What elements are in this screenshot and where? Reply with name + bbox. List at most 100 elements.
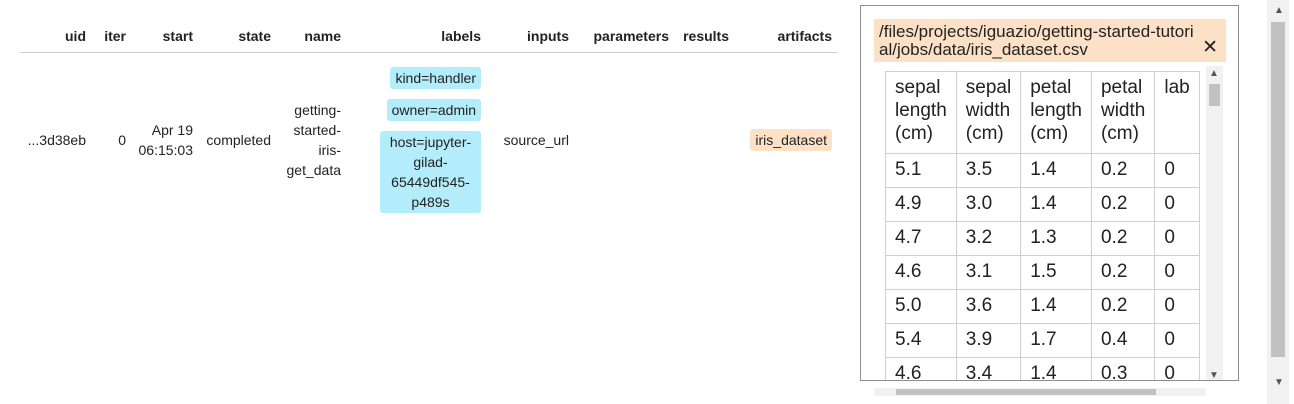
table-row: 4.7 3.2 1.3 0.2 0 — [885, 221, 1200, 256]
table-cell: 0.2 — [1090, 289, 1156, 324]
runs-table: uid iter start state name labels inputs … — [20, 20, 838, 228]
cell-state: completed — [206, 132, 271, 149]
cell-uid[interactable]: ...3d38eb — [27, 132, 86, 149]
column-header-line: (cm) — [965, 123, 1004, 144]
table-cell: 0.2 — [1090, 255, 1156, 290]
scroll-down-icon[interactable]: ▼ — [1274, 377, 1284, 388]
header-inputs: inputs — [487, 20, 575, 53]
scroll-up-icon[interactable]: ▲ — [1209, 68, 1219, 79]
start-date: Apr 19 — [151, 122, 193, 139]
table-cell: 4.6 — [885, 255, 957, 290]
header-start: start — [132, 20, 199, 53]
page-scrollbar[interactable]: ▲ ▼ — [1267, 0, 1289, 404]
header-uid: uid — [20, 20, 92, 53]
table-row: 5.0 3.6 1.4 0.2 0 — [885, 289, 1200, 324]
popup-header: /files/projects/iguazio/getting-started-… — [874, 19, 1226, 62]
table-row: 4.6 3.4 1.4 0.3 0 — [885, 357, 1200, 380]
table-cell: 3.0 — [955, 187, 1022, 222]
label-host: host=jupyter- gilad- 65449df545- p489s — [380, 131, 481, 214]
scroll-up-icon[interactable]: ▲ — [1274, 5, 1284, 16]
cell-name: getting- started- iris- get_data — [277, 52, 347, 228]
table-cell: 3.1 — [955, 255, 1022, 290]
header-iter: iter — [92, 20, 132, 53]
artifact-preview-popup: /files/projects/iguazio/getting-started-… — [860, 5, 1239, 381]
column-header-line: width — [965, 100, 1011, 121]
scrollbar-thumb[interactable] — [1209, 84, 1220, 106]
column-header-line: petal — [1030, 77, 1072, 98]
start-time: 06:15:03 — [138, 142, 194, 159]
table-cell: 0 — [1154, 221, 1200, 256]
close-icon[interactable]: ✕ — [1202, 37, 1218, 58]
table-cell: 0.2 — [1090, 221, 1156, 256]
name-line: iris- — [318, 142, 341, 159]
column-header-line: width — [1100, 100, 1146, 121]
table-cell: 0 — [1154, 187, 1200, 222]
column-header: lab — [1154, 71, 1200, 154]
cell-labels: kind=handler owner=admin host=jupyter- g… — [347, 52, 487, 228]
table-cell: 4.6 — [885, 357, 957, 380]
table-row: ...3d38eb 0 Apr 19 06:15:03 completed ge… — [20, 52, 838, 228]
cell-results — [675, 52, 735, 228]
header-artifacts: artifacts — [735, 20, 838, 53]
table-cell: 0 — [1154, 153, 1200, 188]
table-cell: 1.5 — [1020, 255, 1092, 290]
iris-header-row: sepal length (cm) sepal width (cm) petal leng… — [885, 71, 1200, 154]
scrollbar-thumb[interactable] — [896, 389, 1156, 395]
table-cell: 1.3 — [1020, 221, 1092, 256]
table-cell: 0 — [1154, 255, 1200, 290]
column-header-line: lab — [1164, 77, 1190, 98]
table-row: 4.6 3.1 1.5 0.2 0 — [885, 255, 1200, 290]
column-header-line: sepal — [895, 77, 941, 98]
cell-artifacts: iris_dataset — [735, 52, 838, 228]
column-header-line: (cm) — [895, 123, 933, 144]
column-header-line: sepal — [965, 77, 1012, 98]
cell-inputs[interactable]: source_url — [503, 132, 569, 149]
table-cell: 0.2 — [1090, 153, 1156, 188]
table-cell: 0.2 — [1090, 187, 1156, 222]
label-host-line: p489s — [411, 194, 450, 211]
table-cell: 0.3 — [1090, 357, 1156, 380]
preview-grid: sepal length (cm) sepal width (cm) petal leng… — [885, 71, 1205, 380]
label-host-line: 65449df545- — [391, 174, 470, 191]
popup-horizontal-scrollbar[interactable] — [874, 388, 1206, 396]
runs-header-row: uid iter start state name labels inputs … — [20, 20, 838, 53]
table-cell: 1.4 — [1020, 187, 1092, 222]
table-cell: 3.6 — [955, 289, 1022, 324]
table-cell: 1.4 — [1020, 289, 1092, 324]
scrollbar-thumb[interactable] — [1271, 22, 1285, 357]
name-line: started- — [293, 122, 341, 139]
popup-vertical-scrollbar[interactable]: ▲ ▼ — [1206, 66, 1223, 381]
table-cell: 4.7 — [885, 221, 957, 256]
table-cell: 0.4 — [1090, 323, 1156, 358]
column-header: petal width (cm) — [1090, 71, 1156, 154]
table-cell: 3.2 — [955, 221, 1022, 256]
label-owner: owner=admin — [386, 99, 481, 122]
table-cell: 1.7 — [1020, 323, 1092, 358]
table-cell: 4.9 — [885, 187, 957, 222]
header-name: name — [277, 20, 347, 53]
table-cell: 3.9 — [955, 323, 1022, 358]
column-header-line: length — [1030, 100, 1082, 121]
label-host-line: gilad- — [413, 154, 448, 171]
column-header-line: (cm) — [1030, 123, 1069, 144]
column-header: sepal width (cm) — [955, 71, 1022, 154]
iris-table: sepal length (cm) sepal width (cm) petal leng… — [885, 71, 1200, 380]
table-cell: 0 — [1154, 289, 1200, 324]
table-cell: 3.4 — [955, 357, 1022, 380]
column-header: petal length (cm) — [1020, 71, 1092, 154]
name-line: getting- — [294, 102, 341, 119]
cell-parameters — [575, 52, 675, 228]
label-host-line: host=jupyter- — [389, 134, 472, 151]
scroll-down-icon[interactable]: ▼ — [1209, 370, 1219, 381]
popup-title: /files/projects/iguazio/getting-started-… — [879, 22, 1194, 59]
table-cell: 0 — [1154, 323, 1200, 358]
header-state: state — [199, 20, 277, 53]
table-cell: 0 — [1154, 357, 1200, 380]
table-row: 5.1 3.5 1.4 0.2 0 — [885, 153, 1200, 188]
column-header: sepal length (cm) — [885, 71, 957, 154]
cell-start: Apr 19 06:15:03 — [132, 52, 199, 228]
column-header-line: petal — [1100, 77, 1143, 98]
column-header-line: (cm) — [1100, 123, 1139, 144]
artifact-link[interactable]: iris_dataset — [750, 129, 832, 152]
iris-body: 5.1 3.5 1.4 0.2 0 4.9 3.0 1.4 0.2 0 4.7 3.2 1.3 0.2 0 4… — [885, 153, 1200, 380]
